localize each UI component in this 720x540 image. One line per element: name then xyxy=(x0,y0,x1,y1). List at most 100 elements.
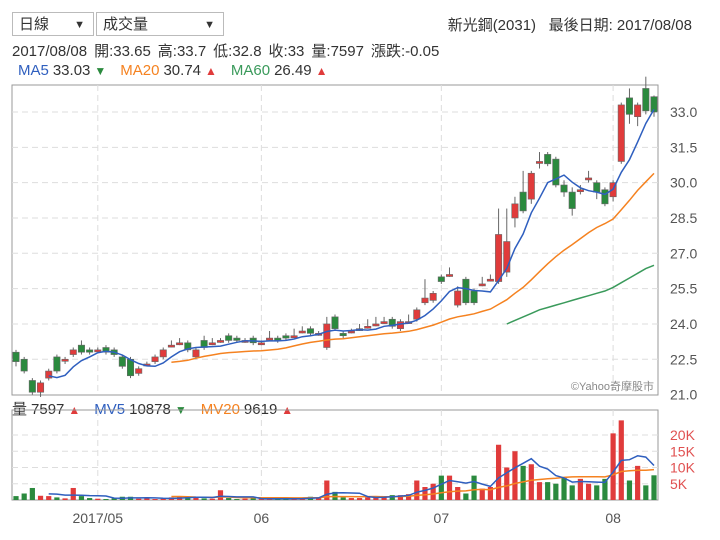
volume-bar xyxy=(455,487,461,500)
ohlc-open: 開:33.65 xyxy=(94,43,151,60)
volume-bar xyxy=(193,497,199,500)
candle-body xyxy=(12,351,20,362)
price_legend-2-name: MA60 xyxy=(230,62,271,79)
volume-bar xyxy=(446,475,453,500)
volume-bar xyxy=(585,483,592,500)
candle-body xyxy=(127,358,135,377)
triangle-down-icon: ▼ xyxy=(94,64,107,78)
volume-bar xyxy=(95,498,101,500)
volume-bar xyxy=(21,493,27,500)
candle-body xyxy=(527,172,535,200)
candle-body xyxy=(208,342,216,346)
candle-body xyxy=(585,177,593,181)
candle-body xyxy=(634,104,642,118)
volume-bar xyxy=(487,487,494,500)
candle-body xyxy=(323,323,331,348)
price_legend-1-name: MA20 xyxy=(120,62,160,79)
candle-body xyxy=(69,349,77,355)
volume-bar xyxy=(406,494,412,500)
candle-body xyxy=(470,290,478,304)
volume-bar xyxy=(651,475,657,500)
volume-tick-label: 20K xyxy=(670,427,696,443)
candle-body xyxy=(576,189,584,193)
candle-body xyxy=(102,347,110,353)
period-select[interactable]: 日線 ▼ xyxy=(12,12,94,36)
candle-body xyxy=(380,321,388,324)
candle-body xyxy=(118,356,126,367)
candle-body xyxy=(225,335,233,341)
volume-bar xyxy=(414,480,420,500)
volume-bar xyxy=(87,498,93,500)
volume-bar xyxy=(144,498,150,500)
candle-body xyxy=(167,344,175,348)
volume-bar xyxy=(479,488,485,500)
candle-body xyxy=(28,380,36,393)
volume-bar xyxy=(242,498,248,500)
volume-bar xyxy=(234,499,240,500)
x-tick-label: 07 xyxy=(434,510,450,526)
candle-body xyxy=(388,318,396,327)
candle-body xyxy=(135,368,143,374)
price-tick-label: 30.0 xyxy=(670,175,697,191)
candle-body xyxy=(625,97,633,115)
volume-bar xyxy=(348,498,354,500)
volume-bar xyxy=(536,482,543,500)
x-tick-label: 06 xyxy=(254,510,270,526)
volume-bar xyxy=(610,433,616,500)
candle-body xyxy=(511,203,519,219)
volume-bar xyxy=(422,487,428,500)
volume-bar xyxy=(37,495,44,500)
x-tick-label: 08 xyxy=(605,510,621,526)
volume-bar xyxy=(136,498,142,500)
volume-bar xyxy=(226,498,232,500)
volume-bar xyxy=(569,485,575,500)
volume-bar xyxy=(217,490,224,500)
candle-body xyxy=(593,182,601,193)
ohlc-change: 漲跌:-0.05 xyxy=(370,43,440,60)
candle-body xyxy=(535,161,543,164)
volume-bar xyxy=(471,475,477,500)
ohlc-readout: 2017/08/08 開:33.65 高:33.7 低:32.8 收:33 量:7597 漲… xyxy=(12,40,446,61)
x-tick-label: 2017/05 xyxy=(72,510,123,526)
candle-body xyxy=(421,297,429,304)
volume-bar xyxy=(209,498,215,500)
volume-bar xyxy=(528,464,534,500)
candle-body xyxy=(282,335,290,339)
volume-bar xyxy=(160,498,166,500)
volume-bar xyxy=(594,485,600,500)
indicator-select[interactable]: 成交量 ▼ xyxy=(96,12,224,36)
candle-body xyxy=(331,316,339,329)
indicator-value: 成交量 xyxy=(103,16,149,33)
mv20-line xyxy=(171,468,655,499)
last-date: 最後日期: 2017/08/08 xyxy=(548,17,692,34)
volume-bar xyxy=(504,467,510,500)
volume-bar xyxy=(152,499,158,500)
price-tick-label: 28.5 xyxy=(670,210,697,226)
period-value: 日線 xyxy=(19,16,50,33)
stock-title: 新光鋼(2031) 最後日期: 2017/08/08 xyxy=(448,14,692,35)
price-tick-label: 25.5 xyxy=(670,281,697,297)
volume-bar xyxy=(258,499,264,500)
candle-body xyxy=(446,274,454,277)
volume-bar xyxy=(512,451,518,500)
candle-body xyxy=(290,335,298,339)
volume-bar xyxy=(62,498,68,500)
volume-frame xyxy=(11,409,659,501)
ma60-line xyxy=(506,264,655,325)
candle-body xyxy=(552,158,560,186)
candle-body xyxy=(495,234,503,282)
volume-bar xyxy=(29,487,35,500)
volume-bar xyxy=(356,498,363,500)
ohlc-low: 低:32.8 xyxy=(213,43,262,60)
volume-bar xyxy=(111,498,117,500)
ma20-line xyxy=(171,172,655,364)
candle-body xyxy=(413,309,421,320)
candle-body xyxy=(306,328,314,334)
volume-bar xyxy=(561,477,567,500)
ohlc-close: 收:33 xyxy=(268,43,305,60)
price-tick-label: 21.0 xyxy=(670,387,697,403)
price_legend-0-name: MA5 xyxy=(18,62,49,79)
chevron-down-icon: ▼ xyxy=(74,19,85,31)
triangle-up-icon: ▲ xyxy=(315,64,328,78)
candle-body xyxy=(642,88,650,112)
